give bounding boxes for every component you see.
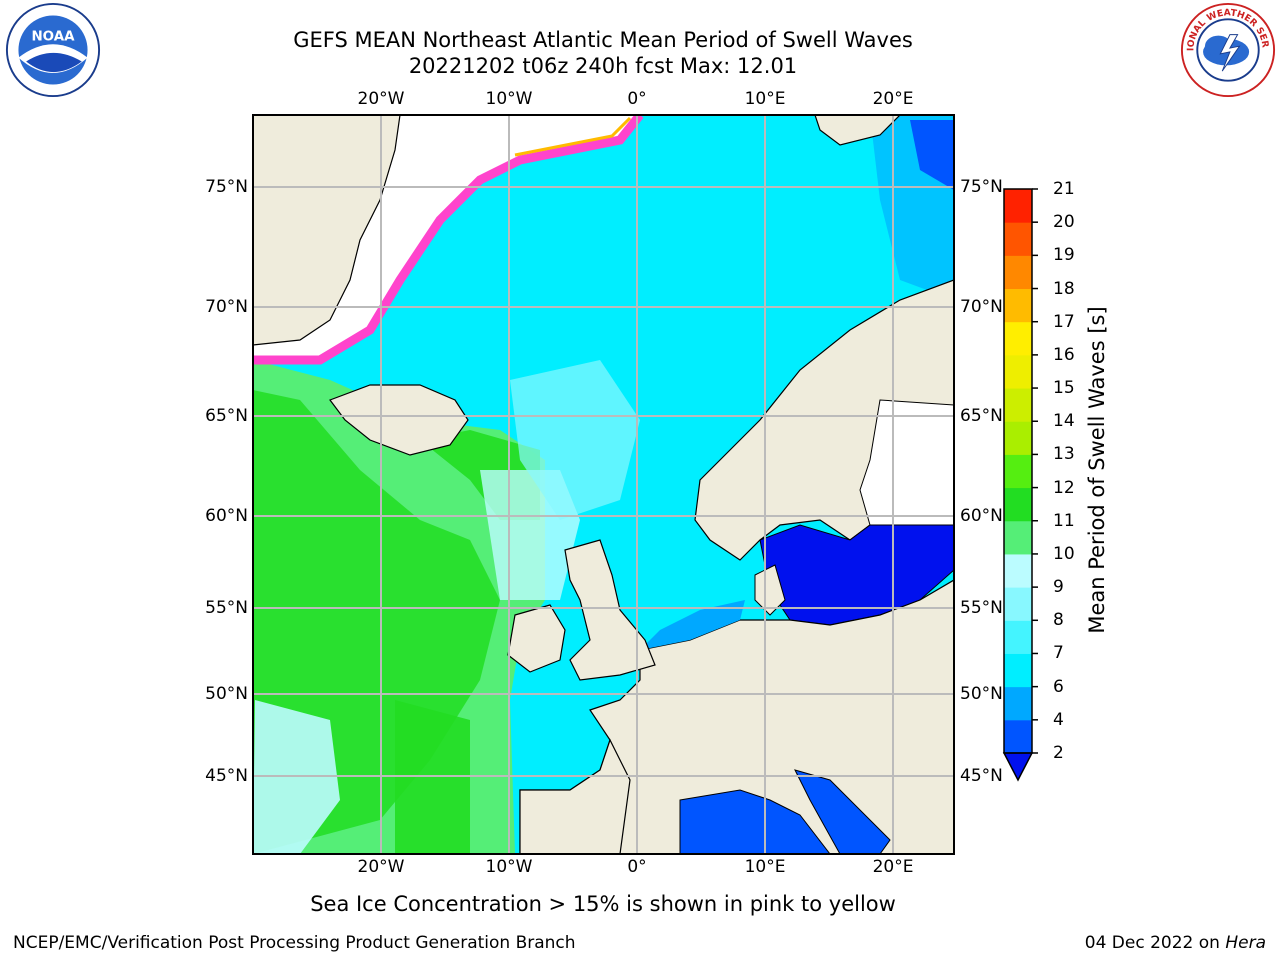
colorbar-tick-label: 7 xyxy=(1053,643,1064,664)
map-title: GEFS MEAN Northeast Atlantic Mean Period… xyxy=(293,28,913,52)
colorbar-segment xyxy=(1004,288,1032,323)
lon-label-top: 10°E xyxy=(744,89,786,109)
colorbar-segment xyxy=(1004,719,1032,754)
footer-machine: Hera xyxy=(1225,933,1266,953)
colorbar-segment xyxy=(1004,189,1032,223)
colorbar-segment xyxy=(1004,354,1032,389)
colorbar-segment xyxy=(1004,653,1032,688)
lon-label-bottom: 20°W xyxy=(357,857,405,877)
colorbar-segment xyxy=(1004,222,1032,256)
colorbar-segment xyxy=(1004,686,1032,721)
lat-label-left: 75°N xyxy=(205,177,248,197)
footer-date-text: 04 Dec 2022 on xyxy=(1084,933,1226,953)
map-subtitle: 20221202 t06z 240h fcst Max: 12.01 xyxy=(408,54,798,78)
lon-label-top: 20°W xyxy=(357,89,405,109)
colorbar-tick-label: 17 xyxy=(1053,311,1075,332)
footer-credit: NCEP/EMC/Verification Post Processing Pr… xyxy=(13,933,576,953)
colorbar-segment xyxy=(1004,454,1032,489)
lat-label-left: 45°N xyxy=(205,766,248,786)
map-frame xyxy=(252,114,955,855)
colorbar-frame xyxy=(1003,188,1033,754)
colorbar-tick-label: 9 xyxy=(1053,577,1064,598)
lat-label-right: 70°N xyxy=(960,297,1003,317)
colorbar-under-arrow xyxy=(1002,752,1034,782)
lat-label-right: 65°N xyxy=(960,406,1003,426)
lon-label-top: 0° xyxy=(627,89,647,109)
footer-date: 04 Dec 2022 on Hera xyxy=(1085,933,1266,953)
svalbard-land xyxy=(814,115,901,146)
lat-label-right: 50°N xyxy=(960,684,1003,704)
iceland-land xyxy=(329,384,469,456)
lon-label-top: 20°E xyxy=(872,89,914,109)
colorbar-segment xyxy=(1004,487,1032,522)
colorbar-tick-label: 20 xyxy=(1053,212,1075,233)
colorbar-segment xyxy=(1004,388,1032,422)
lon-label-bottom: 0° xyxy=(627,857,647,877)
graticule xyxy=(253,115,954,854)
baltic-sea-region xyxy=(759,524,954,626)
colorbar-tick-label: 8 xyxy=(1053,610,1064,631)
greenland-land xyxy=(253,115,401,346)
colorbar-segment xyxy=(1004,520,1032,555)
lat-label-left: 55°N xyxy=(205,598,248,618)
colorbar-segment xyxy=(1004,620,1032,654)
colorbar-segment xyxy=(1004,421,1032,455)
colorbar-segment xyxy=(1004,553,1032,588)
colorbar-tick-label: 11 xyxy=(1053,510,1075,531)
lat-label-left: 70°N xyxy=(205,297,248,317)
lat-label-right: 55°N xyxy=(960,598,1003,618)
colorbar-tick-label: 2 xyxy=(1053,743,1064,763)
lat-label-left: 60°N xyxy=(205,506,248,526)
mediterranean-sea-region xyxy=(679,789,831,854)
colorbar-segment xyxy=(1004,321,1032,356)
lat-label-right: 60°N xyxy=(960,506,1003,526)
noaa-logo-text: NOAA xyxy=(31,29,75,44)
colorbar-tick-label: 21 xyxy=(1053,179,1075,199)
lat-label-left: 65°N xyxy=(205,406,248,426)
great-britain-land xyxy=(564,539,656,681)
colorbar-tick-label: 18 xyxy=(1053,278,1075,299)
colorbar-tick-label: 12 xyxy=(1053,477,1075,498)
colorbar-tick-label: 19 xyxy=(1053,245,1075,266)
colorbar-tick-label: 14 xyxy=(1053,411,1075,432)
lon-label-bottom: 10°W xyxy=(485,857,533,877)
lon-label-top: 10°W xyxy=(485,89,533,109)
lat-label-right: 45°N xyxy=(960,766,1003,786)
colorbar-segment xyxy=(1004,587,1032,621)
colorbar-tick-label: 13 xyxy=(1053,444,1075,465)
colorbar-tick-label: 6 xyxy=(1053,676,1064,697)
lon-label-bottom: 10°E xyxy=(744,857,786,877)
colorbar-tick-label: 4 xyxy=(1053,709,1064,730)
colorbar-segment xyxy=(1004,255,1032,290)
noaa-logo-icon: NOAA xyxy=(5,2,101,98)
colorbar-title: Mean Period of Swell Waves [s] xyxy=(1085,306,1109,634)
nws-logo-icon: NATIONAL WEATHER SERVICE xyxy=(1178,2,1276,98)
lon-label-bottom: 20°E xyxy=(872,857,914,877)
sea-ice-note: Sea Ice Concentration > 15% is shown in … xyxy=(310,892,896,916)
lat-label-left: 50°N xyxy=(205,684,248,704)
colorbar-tick-label: 16 xyxy=(1053,344,1075,365)
lat-label-right: 75°N xyxy=(960,177,1003,197)
colorbar-tick-label: 10 xyxy=(1053,543,1075,564)
colorbar-tick-label: 15 xyxy=(1053,378,1075,399)
